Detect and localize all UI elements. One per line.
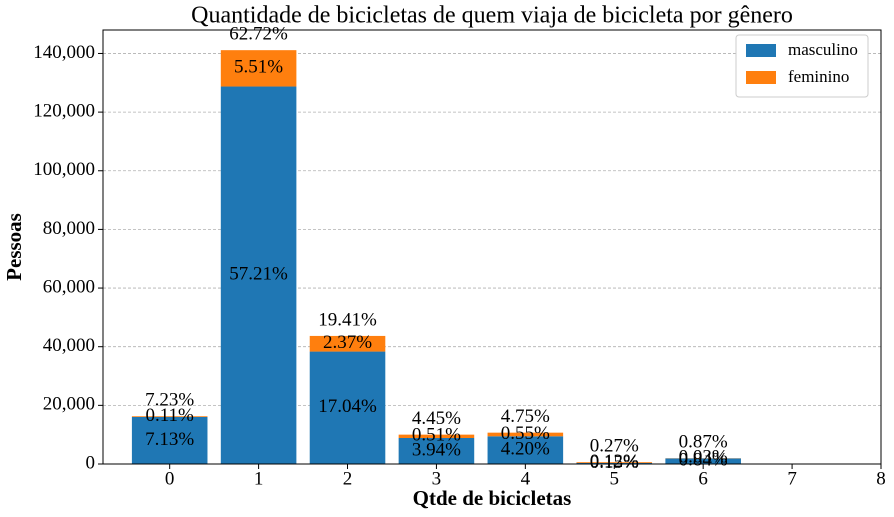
bar-segment [220, 50, 297, 87]
value-label: 3.94% [412, 439, 461, 460]
total-label: 0.87% [679, 432, 728, 453]
value-label: 0.12% [590, 451, 639, 472]
y-tick-label: 60,000 [43, 276, 95, 297]
total-label: 62.72% [229, 24, 288, 45]
x-tick-label: 0 [165, 468, 175, 489]
value-label: 0.51% [412, 425, 461, 446]
x-axis-label: Qtde de bicicletas [413, 486, 572, 510]
x-tick-label: 6 [698, 468, 708, 489]
legend-label: masculino [788, 40, 858, 59]
bar-segment [220, 86, 297, 464]
x-tick-label: 4 [521, 468, 531, 489]
bar-segment [665, 458, 741, 464]
x-tick-label: 2 [343, 468, 353, 489]
y-tick-label: 40,000 [43, 335, 95, 356]
y-tick-label: 100,000 [33, 159, 95, 180]
legend-swatch [746, 44, 776, 57]
y-tick-label: 20,000 [43, 394, 95, 415]
legend-label: feminino [788, 67, 849, 86]
total-label: 7.23% [145, 390, 194, 411]
value-label: 4.20% [501, 439, 550, 460]
bar-segment [398, 434, 475, 439]
bar-segment [487, 436, 564, 464]
total-label: 19.41% [318, 309, 377, 330]
value-label: 7.13% [145, 429, 194, 450]
bar-segment [131, 416, 208, 417]
bar-segment [131, 416, 208, 464]
value-label: 5.51% [234, 57, 283, 78]
value-label: 2.37% [323, 332, 372, 353]
total-label: 4.45% [412, 408, 461, 429]
y-axis-label: Pessoas [2, 213, 26, 281]
total-label: 0.27% [590, 436, 639, 457]
x-tick-label: 3 [432, 468, 442, 489]
x-tick-label: 7 [787, 468, 797, 489]
y-tick-label: 140,000 [33, 42, 95, 63]
value-label: 57.21% [229, 264, 288, 285]
y-tick-label: 120,000 [33, 100, 95, 121]
value-label: 0.11% [145, 405, 194, 426]
y-tick-label: 80,000 [43, 218, 95, 239]
x-tick-label: 5 [610, 468, 620, 489]
y-tick-label: 0 [86, 452, 96, 473]
value-label: 0.55% [501, 423, 550, 444]
bar-segment [309, 351, 386, 464]
plot-frame [102, 29, 882, 465]
x-tick-label: 8 [876, 468, 886, 489]
value-label: 17.04% [318, 396, 377, 417]
total-label: 4.75% [501, 406, 550, 427]
legend-swatch [746, 71, 776, 84]
x-tick-label: 1 [254, 468, 264, 489]
bar-segment [309, 335, 386, 352]
value-label: 0.84% [679, 450, 728, 471]
bar-segment [398, 438, 475, 464]
chart-title: Quantidade de bicicletas de quem viaja d… [191, 3, 793, 29]
bar-segment [487, 432, 564, 437]
value-label: 0.03% [679, 447, 728, 468]
bar-segment [576, 462, 653, 464]
